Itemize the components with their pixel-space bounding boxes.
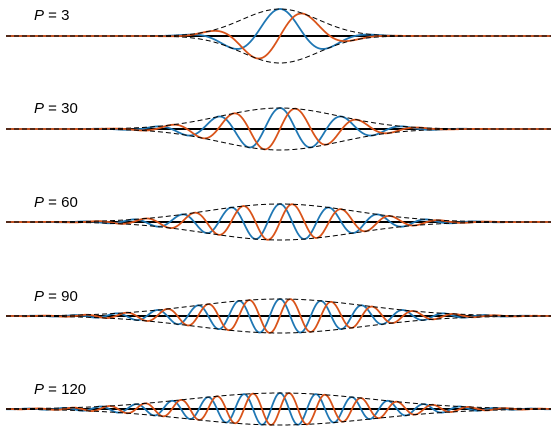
envelope-upper-p3 (6, 8, 551, 37)
real-part-wave-p30 (6, 107, 551, 149)
panel-p90: P = 90 (5, 288, 552, 334)
imag-part-wave-p120 (5, 392, 552, 426)
panel-p30: P = 30 (6, 100, 551, 151)
envelope-lower-p3 (6, 35, 551, 64)
panel-p60: P = 60 (6, 194, 551, 241)
panel-label-p30: P = 30 (34, 100, 78, 117)
envelope-lower-p120 (6, 408, 551, 426)
panel-label-p120: P = 120 (34, 381, 86, 398)
envelope-lower-p60 (6, 221, 551, 241)
envelope-upper-p90 (6, 298, 552, 317)
envelope-lower-p30 (6, 128, 551, 151)
panel-p3: P = 3 (6, 7, 551, 64)
panel-label-p60: P = 60 (34, 194, 78, 211)
panel-label-p90: P = 90 (34, 288, 78, 305)
real-part-wave-p3 (6, 8, 551, 50)
panel-p120: P = 120 (5, 381, 552, 426)
imag-part-wave-p90 (6, 298, 552, 334)
panel-label-p3: P = 3 (34, 7, 69, 24)
envelope-upper-p60 (6, 203, 551, 223)
envelope-lower-p90 (6, 315, 552, 334)
envelope-upper-p30 (6, 107, 551, 130)
envelope-upper-p120 (6, 392, 551, 410)
